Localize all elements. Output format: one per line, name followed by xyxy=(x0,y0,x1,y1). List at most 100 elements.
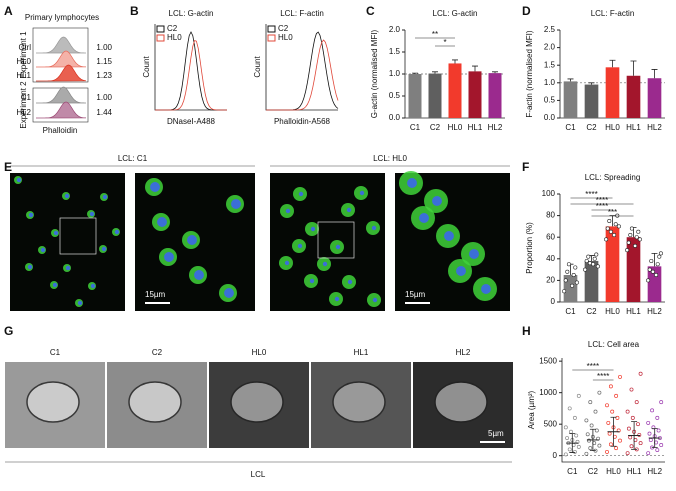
data-point xyxy=(625,409,630,414)
y-tick-label: 20 xyxy=(546,276,555,285)
significance-label: **** xyxy=(585,190,597,199)
data-point xyxy=(605,449,609,454)
nucleus xyxy=(194,270,204,280)
data-point xyxy=(610,409,615,414)
nucleus xyxy=(16,177,22,183)
error-bar xyxy=(610,416,617,447)
data-point xyxy=(629,226,634,231)
data-point xyxy=(566,262,571,267)
x-tick-label: HL0 xyxy=(605,123,620,132)
significance-label: * xyxy=(443,38,446,47)
data-point xyxy=(608,229,613,234)
y-tick-label: 100 xyxy=(542,189,556,198)
y-tick-label: 60 xyxy=(546,232,555,241)
y-tick-label: 0 xyxy=(551,297,556,306)
x-tick-label: C2 xyxy=(586,307,597,316)
x-tick-label: HL1 xyxy=(468,123,483,132)
data-point xyxy=(563,452,568,457)
group-label: LCL xyxy=(251,470,266,479)
histogram xyxy=(36,36,86,54)
data-point xyxy=(646,451,651,456)
data-point xyxy=(594,252,599,257)
image-label: HL0 xyxy=(252,348,267,357)
nucleus xyxy=(372,297,378,303)
zoom-box xyxy=(317,221,355,259)
y-tick-label: 1.0 xyxy=(544,78,556,87)
data-point xyxy=(576,444,581,449)
data-point xyxy=(604,237,609,242)
data-point xyxy=(626,240,631,245)
data-point xyxy=(607,431,612,436)
data-point xyxy=(656,428,661,433)
nucleus xyxy=(371,225,377,231)
nucleus xyxy=(335,244,341,250)
data-point xyxy=(618,438,622,443)
data-point xyxy=(605,226,610,231)
nucleus xyxy=(187,235,197,245)
significance-label: **** xyxy=(596,196,608,205)
data-point xyxy=(616,224,621,229)
data-point xyxy=(625,451,630,456)
nucleus xyxy=(28,212,34,218)
data-point xyxy=(655,262,660,267)
y-axis-label: Count xyxy=(142,56,151,78)
nucleus xyxy=(322,261,328,267)
data-point xyxy=(584,451,589,456)
data-point xyxy=(630,415,635,420)
row-value: 1.15 xyxy=(96,57,112,66)
histogram xyxy=(266,31,339,111)
nucleus xyxy=(346,207,352,213)
x-tick-label: HL0 xyxy=(605,307,620,316)
error-bar xyxy=(569,433,576,453)
error-bar xyxy=(432,71,438,74)
data-point xyxy=(613,222,618,227)
error-bar xyxy=(651,253,658,267)
histogram xyxy=(266,39,339,111)
nucleus xyxy=(40,247,46,253)
data-point xyxy=(574,433,579,438)
nucleus xyxy=(285,208,291,214)
panel-title: LCL: F-actin xyxy=(280,9,324,18)
significance-label: *** xyxy=(608,208,617,217)
x-axis-label: Phalloidin-A568 xyxy=(274,117,331,126)
data-point xyxy=(563,278,568,283)
y-tick-label: 2.0 xyxy=(389,25,401,34)
data-point xyxy=(618,374,622,379)
legend-swatch xyxy=(156,34,165,42)
y-tick-label: 1.5 xyxy=(544,60,556,69)
data-point xyxy=(597,443,602,448)
data-point xyxy=(655,415,660,420)
data-point xyxy=(650,408,655,413)
data-point xyxy=(565,436,570,440)
x-axis-label: DNaseI-A488 xyxy=(167,117,216,126)
data-point xyxy=(612,233,617,238)
data-point xyxy=(647,267,652,272)
nucleus xyxy=(297,243,303,249)
row-value: 1.44 xyxy=(96,108,112,117)
data-point xyxy=(649,258,654,263)
row-label: HL2 xyxy=(16,108,31,117)
cell xyxy=(230,381,284,423)
x-tick-label: HL2 xyxy=(647,307,662,316)
data-point xyxy=(629,444,634,449)
data-point xyxy=(587,438,591,443)
zoom-box xyxy=(59,217,97,255)
error-bar xyxy=(631,421,638,450)
x-tick-label: HL1 xyxy=(626,307,641,316)
nucleus xyxy=(419,213,429,223)
data-point xyxy=(569,429,573,434)
x-tick-label: HL2 xyxy=(647,123,662,132)
error-bar xyxy=(630,60,637,76)
panel-label: F xyxy=(522,160,529,174)
row-label: Ctrl xyxy=(19,43,32,52)
axes xyxy=(265,24,338,111)
experiment-label: Experiment 1 xyxy=(19,31,28,79)
data-point xyxy=(567,447,572,452)
nucleus xyxy=(65,265,71,271)
nucleus xyxy=(157,217,167,227)
data-point xyxy=(628,233,633,238)
data-point xyxy=(626,426,631,431)
chart-title: LCL: Cell area xyxy=(588,340,640,349)
data-point xyxy=(593,409,598,414)
data-point xyxy=(628,435,633,440)
